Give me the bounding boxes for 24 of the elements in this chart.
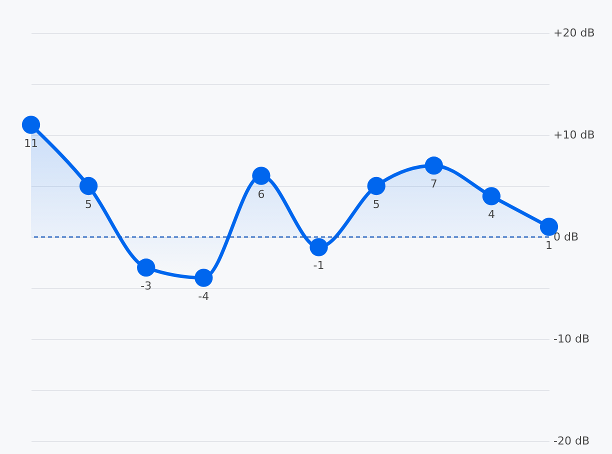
data-label: 1 <box>546 238 552 252</box>
point <box>79 176 98 196</box>
y-tick-label: -10 dB <box>554 332 590 346</box>
point <box>310 238 328 256</box>
data-label: -4 <box>198 290 210 303</box>
data-label: 5 <box>85 198 92 211</box>
data-label: 6 <box>258 188 265 201</box>
y-tick-label: 0 dB <box>554 230 579 244</box>
data-label: 7 <box>430 178 438 191</box>
y-tick-label: -20 dB <box>554 434 590 448</box>
point <box>137 258 156 277</box>
y-tick-label: +10 dB <box>554 128 595 142</box>
data-label: 5 <box>372 198 380 211</box>
data-label: -3 <box>140 280 152 293</box>
point <box>252 166 270 185</box>
y-tick-label: +20 dB <box>554 26 595 40</box>
point <box>367 176 386 196</box>
data-label: 4 <box>488 208 495 222</box>
point <box>424 156 443 175</box>
point <box>194 268 213 287</box>
data-label: 11 <box>24 136 38 150</box>
point <box>22 116 40 134</box>
data-label: -1 <box>313 259 324 272</box>
point <box>482 187 501 206</box>
